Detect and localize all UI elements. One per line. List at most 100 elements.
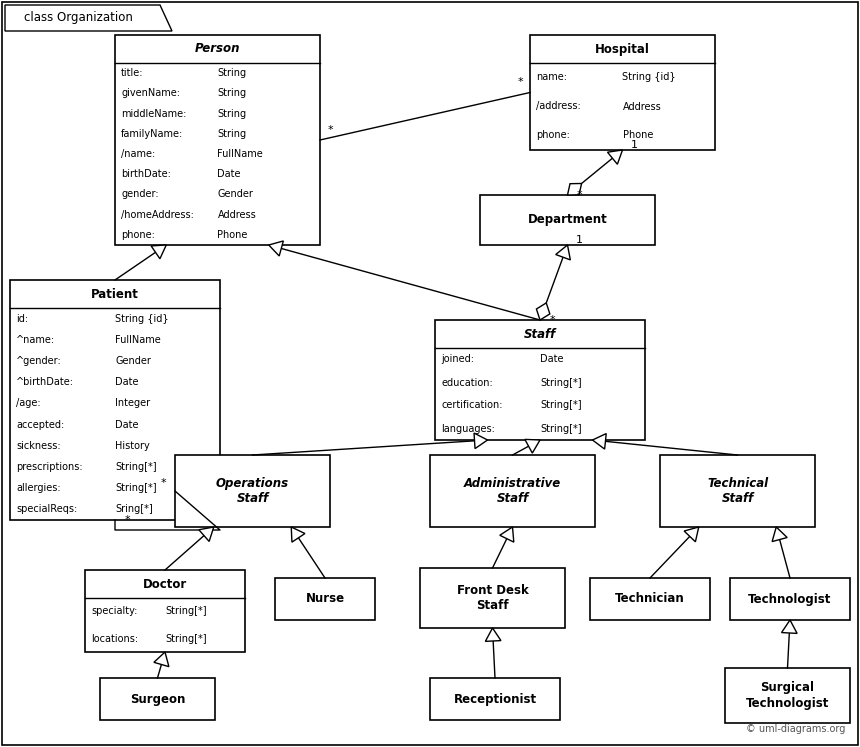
Text: *: * xyxy=(577,190,582,200)
Text: String[*]: String[*] xyxy=(115,462,157,472)
Text: *: * xyxy=(517,78,523,87)
Text: Technician: Technician xyxy=(615,592,685,606)
Bar xyxy=(430,678,560,720)
Text: Patient: Patient xyxy=(91,288,139,300)
Polygon shape xyxy=(593,433,606,449)
Polygon shape xyxy=(5,5,172,31)
Text: String: String xyxy=(218,128,247,139)
Text: *: * xyxy=(550,315,555,325)
Text: String {id}: String {id} xyxy=(115,314,169,323)
Text: Technologist: Technologist xyxy=(748,592,832,606)
Polygon shape xyxy=(199,527,214,542)
Text: ^birthDate:: ^birthDate: xyxy=(16,377,74,387)
Text: Date: Date xyxy=(218,170,241,179)
Polygon shape xyxy=(525,439,540,453)
Text: Surgical
Technologist: Surgical Technologist xyxy=(746,681,829,710)
Bar xyxy=(175,455,330,527)
Polygon shape xyxy=(556,245,570,260)
Text: /address:: /address: xyxy=(536,102,580,111)
Text: Receptionist: Receptionist xyxy=(453,692,537,705)
Text: birthDate:: birthDate: xyxy=(121,170,171,179)
Text: *: * xyxy=(124,515,130,525)
Text: Department: Department xyxy=(528,214,607,226)
Text: Technical
Staff: Technical Staff xyxy=(707,477,768,505)
Text: 1: 1 xyxy=(631,140,638,150)
Text: Operations
Staff: Operations Staff xyxy=(216,477,289,505)
Text: phone:: phone: xyxy=(536,131,570,140)
Polygon shape xyxy=(151,245,166,258)
Text: Phone: Phone xyxy=(218,230,248,240)
Text: givenName:: givenName: xyxy=(121,88,180,99)
Bar xyxy=(435,320,645,440)
Polygon shape xyxy=(500,527,513,542)
Bar xyxy=(85,570,245,652)
Text: String[*]: String[*] xyxy=(115,483,157,493)
Polygon shape xyxy=(537,303,550,320)
Text: String[*]: String[*] xyxy=(540,377,581,388)
Text: String: String xyxy=(218,108,247,119)
Text: © uml-diagrams.org: © uml-diagrams.org xyxy=(746,724,845,734)
Text: /homeAddress:: /homeAddress: xyxy=(121,210,194,220)
Text: History: History xyxy=(115,441,150,450)
Polygon shape xyxy=(782,620,797,633)
Text: String[*]: String[*] xyxy=(540,400,581,411)
Polygon shape xyxy=(154,652,169,666)
Text: ^gender:: ^gender: xyxy=(16,356,62,366)
Text: specialReqs:: specialReqs: xyxy=(16,504,77,515)
Text: certification:: certification: xyxy=(441,400,502,411)
Text: Gender: Gender xyxy=(218,190,254,199)
Text: phone:: phone: xyxy=(121,230,155,240)
Text: Surgeon: Surgeon xyxy=(130,692,185,705)
Text: Staff: Staff xyxy=(524,327,556,341)
Text: middleName:: middleName: xyxy=(121,108,187,119)
Text: locations:: locations: xyxy=(91,633,138,643)
Text: Front Desk
Staff: Front Desk Staff xyxy=(457,584,528,612)
Text: accepted:: accepted: xyxy=(16,420,64,430)
Bar xyxy=(115,35,320,245)
Polygon shape xyxy=(485,628,501,642)
Text: languages:: languages: xyxy=(441,424,494,433)
Polygon shape xyxy=(772,527,787,542)
Text: Date: Date xyxy=(115,420,138,430)
Text: sickness:: sickness: xyxy=(16,441,60,450)
Polygon shape xyxy=(568,184,581,195)
Bar xyxy=(480,195,655,245)
Text: FullName: FullName xyxy=(218,149,263,159)
Polygon shape xyxy=(292,527,305,542)
Text: *: * xyxy=(160,478,166,488)
Text: String[*]: String[*] xyxy=(540,424,581,433)
Bar xyxy=(725,668,850,723)
Text: Sring[*]: Sring[*] xyxy=(115,504,153,515)
Text: FullName: FullName xyxy=(115,335,161,345)
Text: title:: title: xyxy=(121,68,144,78)
Text: specialty:: specialty: xyxy=(91,607,138,616)
Text: familyName:: familyName: xyxy=(121,128,183,139)
Text: Integer: Integer xyxy=(115,398,150,409)
Text: prescriptions:: prescriptions: xyxy=(16,462,83,472)
Polygon shape xyxy=(474,433,488,449)
Bar xyxy=(660,455,815,527)
Text: /age:: /age: xyxy=(16,398,40,409)
Bar xyxy=(275,578,375,620)
Text: Doctor: Doctor xyxy=(143,577,187,590)
Text: String: String xyxy=(218,88,247,99)
Text: education:: education: xyxy=(441,377,493,388)
Text: 1: 1 xyxy=(576,235,583,245)
Polygon shape xyxy=(607,150,623,164)
Text: Date: Date xyxy=(115,377,138,387)
Text: Phone: Phone xyxy=(623,131,653,140)
Bar xyxy=(420,568,565,628)
Bar xyxy=(590,578,710,620)
Text: Gender: Gender xyxy=(115,356,150,366)
Text: Person: Person xyxy=(194,43,240,55)
Text: Address: Address xyxy=(218,210,256,220)
Text: String: String xyxy=(218,68,247,78)
Text: Hospital: Hospital xyxy=(595,43,650,55)
Bar xyxy=(100,678,215,720)
Text: joined:: joined: xyxy=(441,355,474,365)
Text: gender:: gender: xyxy=(121,190,158,199)
Bar xyxy=(530,35,715,150)
Bar xyxy=(730,578,850,620)
Text: id:: id: xyxy=(16,314,28,323)
Text: String[*]: String[*] xyxy=(165,633,206,643)
